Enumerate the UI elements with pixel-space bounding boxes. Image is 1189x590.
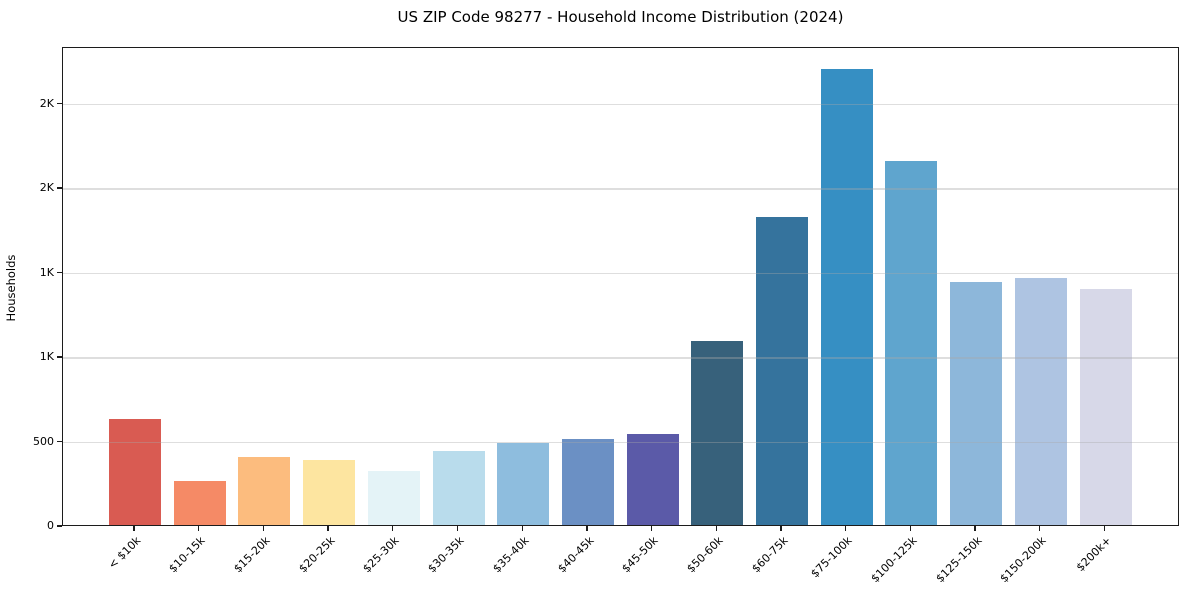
xtick-mark [780,526,782,531]
gridline-1500 [63,272,1178,275]
xtick-mark [198,526,200,531]
bar-$150-200k [1014,277,1067,525]
xtick-label-text: $10-15k [166,534,208,576]
bar-$15-20k [238,456,291,525]
xtick-label-text: < $10k [105,534,144,572]
bar-$125-150k [950,281,1003,525]
ytick-mark [57,525,62,527]
bar-$200k+ [1079,289,1132,525]
xtick-mark [909,526,912,531]
ytick-label-0: 0 [47,519,54,532]
chart-title: US ZIP Code 98277 - Household Income Dis… [397,8,844,26]
bar-$75-100k [820,69,873,525]
ytick-mark [57,440,62,443]
xtick-label-text: $45-50k [619,534,661,576]
xtick-mark [650,526,653,531]
bar-$100-125k [885,160,938,525]
xtick-mark [845,526,847,531]
bar-$45-50k [626,434,679,525]
y-axis-label: Households [4,254,18,322]
xtick-mark [456,526,459,531]
gridline-2000 [63,188,1178,190]
xtick-mark [521,526,523,531]
xtick-label-text: $20-25k [296,534,338,576]
xtick-label-text: $100-125k [868,534,920,586]
xtick-mark [1103,526,1106,531]
xtick-mark [392,526,394,531]
xtick-label-text: $150-200k [997,534,1049,586]
ytick-mark [57,271,62,274]
xtick-label-text: $40-45k [554,534,597,576]
xtick-label-text: $50-60k [684,534,726,576]
xtick-label-text: $125-150k [933,534,985,586]
xtick-label-text: $30-35k [425,534,467,576]
ytick-label-1000: 1K [39,350,54,364]
xtick-mark [974,526,976,531]
ytick-label-2500: 2K [39,96,54,110]
bar-$60-75k [756,217,808,525]
xtick-label-text: $35-40k [490,534,532,576]
xtick-label-text: $200k+ [1073,534,1114,575]
xtick-mark [586,526,588,531]
bar-$50-60k [691,340,744,525]
bar-$25-30k [367,471,420,525]
ytick-mark [57,356,62,358]
xtick-mark [715,526,717,531]
bar-< $10k [109,419,161,525]
ytick-label-500: 500 [33,434,54,448]
bar-$30-35k [432,450,485,525]
xtick-label-text: $15-20k [231,534,273,576]
xtick-mark [1039,526,1041,531]
ytick-mark [57,102,62,105]
ytick-label-2000: 2K [39,181,54,195]
xtick-mark [327,526,329,531]
bar-$10-15k [173,481,226,525]
gridline-2500 [63,103,1178,106]
gridline-500 [63,441,1178,444]
xtick-label-text: $25-30k [360,534,402,576]
plot-area [62,47,1179,526]
ytick-mark [57,187,62,189]
bar-$40-45k [561,439,614,525]
bar-$35-40k [497,443,550,525]
xtick-label-text: $75-100k [808,534,855,581]
bar-$20-25k [303,460,356,525]
xtick-mark [262,526,265,531]
gridline-1000 [63,357,1178,359]
xtick-label-text: $60-75k [748,534,791,576]
xtick-mark [133,526,135,531]
ytick-label-1500: 1K [39,265,54,279]
